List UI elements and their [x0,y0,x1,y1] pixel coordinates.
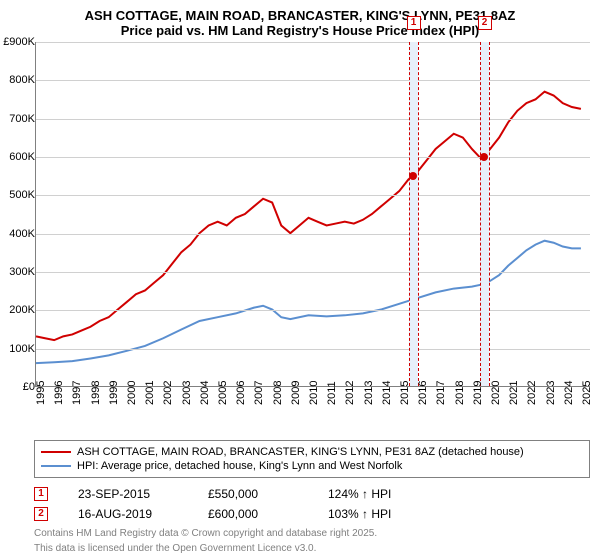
x-axis-label: 2004 [199,381,211,405]
x-axis-label: 2010 [308,381,320,405]
x-axis-label: 1998 [90,381,102,405]
footer-line-1: Contains HM Land Registry data © Crown c… [34,524,590,539]
sale-marker-2: 2 [478,16,492,30]
plot-area: 12 £0100K200K300K400K500K600K700K800K£90… [5,42,595,412]
x-axis-label: 2019 [472,381,484,405]
legend-swatch [41,451,71,453]
highlight-border [418,42,419,386]
x-axis-label: 2012 [344,381,356,405]
x-axis-label: 1995 [35,381,47,405]
sales-list: 1 23-SEP-2015 £550,000 124% ↑ HPI 2 16-AUG-20… [34,484,590,524]
sale-date: 16-AUG-2019 [78,507,178,521]
legend-area: ASH COTTAGE, MAIN ROAD, BRANCASTER, KING… [34,440,590,554]
x-axis-label: 2006 [235,381,247,405]
gridline [36,80,590,81]
sale-row-marker: 1 [34,487,48,501]
x-axis-label: 2018 [454,381,466,405]
footer-line-2: This data is licensed under the Open Gov… [34,539,590,554]
y-axis-label: £900K [3,36,35,48]
x-axis-label: 2005 [217,381,229,405]
legend-swatch [41,465,71,467]
series-line-property [36,92,581,340]
y-axis-label: 300K [9,266,35,278]
highlight-border [489,42,490,386]
x-axis-label: 2024 [563,381,575,405]
x-axis-label: 2008 [272,381,284,405]
y-axis-label: 800K [9,74,35,86]
sale-point-2 [480,153,488,161]
x-axis-label: 2023 [545,381,557,405]
x-axis-label: 2016 [417,381,429,405]
highlight-band [409,42,418,386]
highlight-border [480,42,481,386]
y-axis-label: £0 [23,381,35,393]
y-axis-label: 400K [9,228,35,240]
x-axis-label: 2009 [290,381,302,405]
y-axis-label: 700K [9,113,35,125]
x-axis-label: 1996 [53,381,65,405]
sale-point-1 [409,172,417,180]
x-axis-label: 2007 [253,381,265,405]
y-axis-label: 200K [9,304,35,316]
x-axis-label: 2025 [581,381,593,405]
x-axis-label: 2011 [326,381,338,405]
gridline [36,234,590,235]
x-axis-label: 2000 [126,381,138,405]
chart-container: ASH COTTAGE, MAIN ROAD, BRANCASTER, KING… [0,0,600,560]
gridline [36,157,590,158]
legend-label: ASH COTTAGE, MAIN ROAD, BRANCASTER, KING… [77,446,524,458]
gridline [36,349,590,350]
x-axis-label: 2002 [162,381,174,405]
sale-marker-1: 1 [407,16,421,30]
legend-item: ASH COTTAGE, MAIN ROAD, BRANCASTER, KING… [41,445,583,459]
chart-lines [36,42,590,386]
x-axis-label: 2021 [508,381,520,405]
highlight-border [409,42,410,386]
sale-price: £600,000 [208,507,298,521]
y-axis-label: 600K [9,151,35,163]
gridline [36,272,590,273]
sale-price: £550,000 [208,487,298,501]
sale-row: 1 23-SEP-2015 £550,000 124% ↑ HPI [34,484,590,504]
x-axis-label: 2001 [144,381,156,405]
x-axis-label: 2015 [399,381,411,405]
chart-subtitle: Price paid vs. HM Land Registry's House … [0,23,600,38]
sale-row-marker: 2 [34,507,48,521]
plot-inner: 12 [35,42,590,387]
sale-delta: 103% ↑ HPI [328,507,391,521]
gridline [36,310,590,311]
y-axis-label: 500K [9,189,35,201]
x-axis-label: 2020 [490,381,502,405]
y-axis-label: 100K [9,343,35,355]
sale-row: 2 16-AUG-2019 £600,000 103% ↑ HPI [34,504,590,524]
x-axis-label: 2014 [381,381,393,405]
highlight-band [480,42,489,386]
gridline [36,119,590,120]
sale-date: 23-SEP-2015 [78,487,178,501]
x-axis-label: 1999 [108,381,120,405]
legend-label: HPI: Average price, detached house, King… [77,460,402,472]
x-axis-label: 1997 [71,381,83,405]
chart-title: ASH COTTAGE, MAIN ROAD, BRANCASTER, KING… [0,0,600,23]
legend-box: ASH COTTAGE, MAIN ROAD, BRANCASTER, KING… [34,440,590,478]
gridline [36,195,590,196]
legend-item: HPI: Average price, detached house, King… [41,459,583,473]
gridline [36,42,590,43]
series-line-hpi [36,241,581,363]
x-axis-label: 2022 [526,381,538,405]
x-axis-label: 2003 [181,381,193,405]
sale-delta: 124% ↑ HPI [328,487,391,501]
x-axis-label: 2017 [435,381,447,405]
x-axis-label: 2013 [363,381,375,405]
